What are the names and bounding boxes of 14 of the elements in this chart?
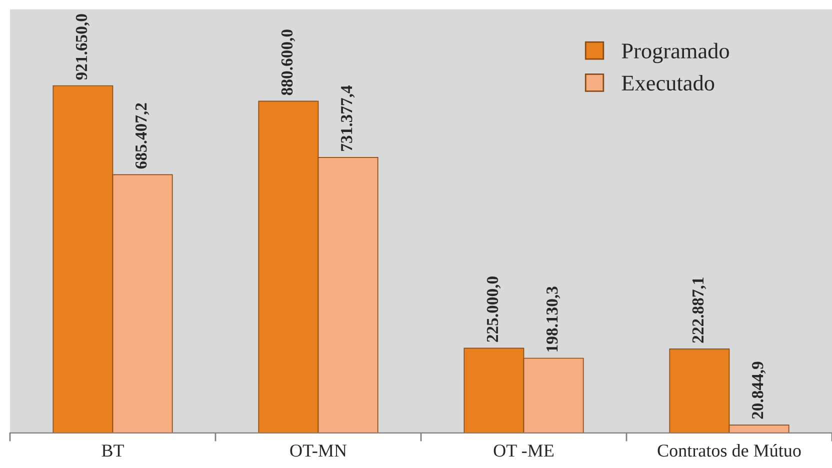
data-label: 222.887,1 <box>692 278 706 343</box>
x-tick-label: Contratos de Mútuo <box>658 444 801 457</box>
legend-label: Executado <box>622 74 714 91</box>
data-label: 880.600,0 <box>281 30 296 96</box>
x-tick-label: BT <box>102 444 124 457</box>
legend-label: Programado <box>622 42 729 64</box>
data-label: 20.844,9 <box>752 362 766 419</box>
data-label: 731.377,4 <box>341 85 355 151</box>
data-label: 198.130,3 <box>546 286 560 352</box>
data-label: 225.000,0 <box>486 276 501 342</box>
data-label: 921.650,0 <box>76 14 90 80</box>
x-tick-label: OT-MN <box>290 444 347 457</box>
x-tick-label: OT -ME <box>494 444 554 457</box>
data-label: 685.407,2 <box>135 103 150 169</box>
